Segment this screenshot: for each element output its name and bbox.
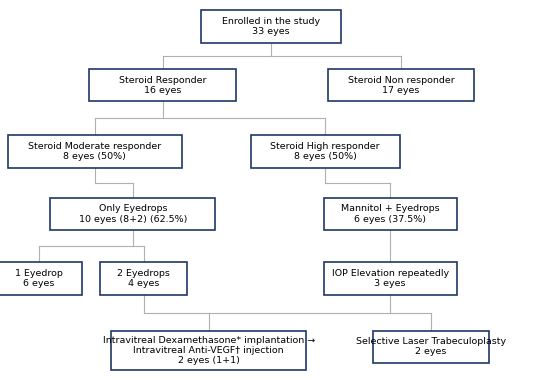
Text: Steroid Non responder
17 eyes: Steroid Non responder 17 eyes	[348, 75, 454, 95]
Text: Enrolled in the study
33 eyes: Enrolled in the study 33 eyes	[222, 17, 320, 36]
Text: Steroid Moderate responder
8 eyes (50%): Steroid Moderate responder 8 eyes (50%)	[28, 142, 162, 161]
FancyBboxPatch shape	[89, 69, 236, 101]
Text: IOP Elevation repeatedly
3 eyes: IOP Elevation repeatedly 3 eyes	[332, 269, 449, 288]
FancyBboxPatch shape	[250, 136, 400, 168]
FancyBboxPatch shape	[100, 262, 187, 295]
Text: 1 Eyedrop
6 eyes: 1 Eyedrop 6 eyes	[15, 269, 63, 288]
FancyBboxPatch shape	[324, 198, 456, 230]
Text: 2 Eyedrops
4 eyes: 2 Eyedrops 4 eyes	[117, 269, 170, 288]
Text: Mannitol + Eyedrops
6 eyes (37.5%): Mannitol + Eyedrops 6 eyes (37.5%)	[341, 204, 440, 224]
FancyBboxPatch shape	[50, 198, 215, 230]
Text: Intravitreal Dexamethasone* implantation →
Intravitreal Anti-VEGF† injection
2 e: Intravitreal Dexamethasone* implantation…	[102, 336, 315, 365]
FancyBboxPatch shape	[324, 262, 456, 295]
FancyBboxPatch shape	[111, 330, 306, 371]
FancyBboxPatch shape	[0, 262, 82, 295]
Text: Steroid High responder
8 eyes (50%): Steroid High responder 8 eyes (50%)	[270, 142, 380, 161]
FancyBboxPatch shape	[373, 330, 489, 363]
Text: Selective Laser Trabeculoplasty
2 eyes: Selective Laser Trabeculoplasty 2 eyes	[356, 337, 506, 357]
Text: Only Eyedrops
10 eyes (8+2) (62.5%): Only Eyedrops 10 eyes (8+2) (62.5%)	[79, 204, 187, 224]
FancyBboxPatch shape	[201, 11, 341, 43]
FancyBboxPatch shape	[8, 136, 182, 168]
Text: Steroid Responder
16 eyes: Steroid Responder 16 eyes	[119, 75, 207, 95]
FancyBboxPatch shape	[328, 69, 474, 101]
